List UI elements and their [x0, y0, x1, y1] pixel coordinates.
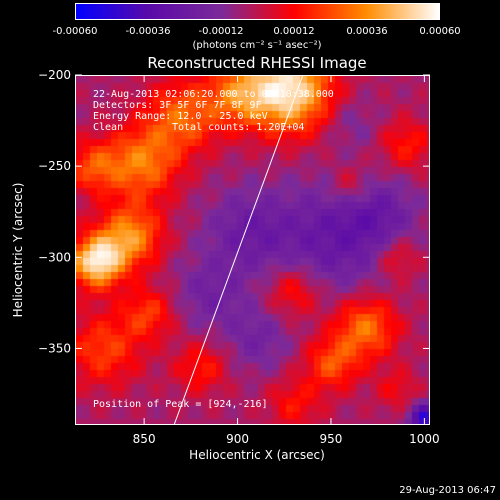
y-tick-label: −300: [38, 250, 71, 264]
annotation-line: 22-Aug-2013 02:06:20.000 to 02:10:38.000: [93, 89, 334, 100]
annotation-line: Energy Range: 12.0 - 25.0 keV: [93, 111, 268, 122]
annotation-counts: Total counts: 1.20E+04: [172, 122, 304, 133]
y-tick-label: −250: [38, 159, 71, 173]
colorbar-units: (photons cm⁻² s⁻¹ asec⁻²): [192, 40, 322, 51]
y-axis-label: Heliocentric Y (arcsec): [11, 182, 25, 318]
x-tick-label: 950: [320, 432, 343, 446]
colorbar-gradient: [76, 4, 439, 19]
colorbar-tick-label: -0.00036: [125, 26, 171, 37]
colorbar-tick-label: -0.00060: [52, 26, 98, 37]
limb-line: [173, 74, 304, 426]
peak-position-label: Position of Peak = [924,-216]: [93, 399, 268, 410]
colorbar-tick-label: -0.00012: [198, 26, 244, 37]
colorbar: [75, 3, 440, 20]
annotation-line: Detectors: 3F 5F 6F 7F 8F 9F: [93, 100, 262, 111]
x-tick-label: 850: [133, 432, 156, 446]
annotation-clean: Clean: [93, 122, 123, 133]
heatmap-image: [76, 76, 429, 424]
x-axis-label: Heliocentric X (arcsec): [189, 448, 325, 462]
colorbar-tick-label: 0.00036: [346, 26, 388, 37]
plot-area: [75, 75, 430, 425]
colorbar-tick-label: 0.00012: [273, 26, 315, 37]
x-tick-label: 900: [226, 432, 249, 446]
y-tick-label: −200: [38, 68, 71, 82]
chart-title: Reconstructed RHESSI Image: [147, 54, 367, 72]
y-tick-label: −350: [38, 341, 71, 355]
x-tick-label: 1000: [409, 432, 440, 446]
colorbar-tick-label: 0.00060: [419, 26, 461, 37]
timestamp: 29-Aug-2013 06:47: [399, 485, 496, 496]
